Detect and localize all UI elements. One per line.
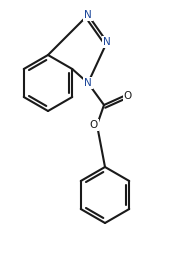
- Text: N: N: [84, 10, 92, 20]
- Text: N: N: [84, 78, 92, 88]
- Text: O: O: [90, 120, 98, 130]
- Text: N: N: [103, 37, 111, 47]
- Text: O: O: [124, 91, 132, 101]
